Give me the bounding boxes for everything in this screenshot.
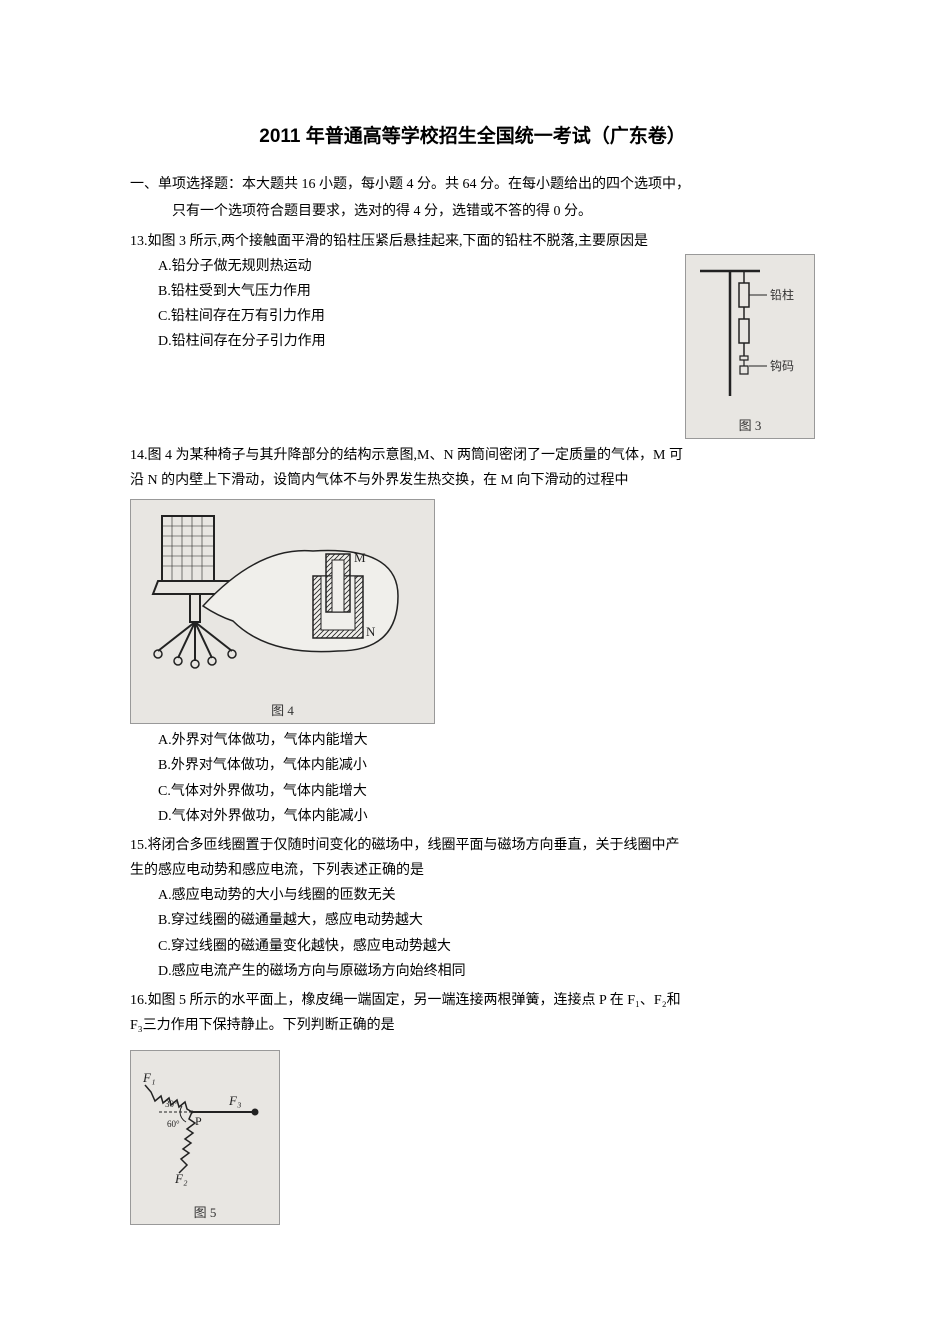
q15-option-a: A.感应电动势的大小与线圈的匝数无关 xyxy=(130,883,815,908)
figure-3: 铅柱 钩码 图 3 xyxy=(685,254,815,439)
figure-3-svg: 铅柱 钩码 xyxy=(692,261,810,401)
q14-option-b: B.外界对气体做功，气体内能减小 xyxy=(130,753,815,778)
question-16: 16.如图 5 所示的水平面上，橡皮绳一端固定，另一端连接两根弹簧，连接点 P … xyxy=(130,988,815,1229)
fig5-label-f2: F₂ xyxy=(174,1171,188,1186)
fig5-label-f3: F₃ xyxy=(228,1093,241,1108)
fig5-angle-30: 30° xyxy=(165,1099,178,1109)
figure-4-svg: M N xyxy=(138,506,428,686)
figure-5-svg: F₁ F₂ F₃ P 30° 60° xyxy=(137,1057,273,1187)
question-14: 14.图 4 为某种椅子与其升降部分的结构示意图,M、N 两筒间密闭了一定质量的… xyxy=(130,443,815,829)
section-instructions-line2: 只有一个选项符合题目要求，选对的得 4 分，选错或不答的得 0 分。 xyxy=(130,199,815,224)
q15-stem-line2: 生的感应电动势和感应电流，下列表述正确的是 xyxy=(130,858,815,883)
figure-4: M N 图 4 xyxy=(130,499,435,724)
q13-option-a: A.铅分子做无规则热运动 xyxy=(130,254,665,279)
q16-stem-line2: F₃三力作用下保持静止。下列判断正确的是 xyxy=(130,1013,815,1038)
q14-option-c: C.气体对外界做功，气体内能增大 xyxy=(130,779,815,804)
q13-option-d: D.铅柱间存在分子引力作用 xyxy=(130,329,665,354)
fig3-label-lead: 铅柱 xyxy=(770,287,794,302)
figure-4-caption: 图 4 xyxy=(137,699,428,722)
fig5-label-f1: F₁ xyxy=(142,1070,155,1085)
section-instructions-line1: 一、单项选择题：本大题共 16 小题，每小题 4 分。共 64 分。在每小题给出… xyxy=(130,172,815,197)
q13-option-b: B.铅柱受到大气压力作用 xyxy=(130,279,665,304)
q16-stem-line1: 16.如图 5 所示的水平面上，橡皮绳一端固定，另一端连接两根弹簧，连接点 P … xyxy=(130,988,815,1013)
figure-5: F₁ F₂ F₃ P 30° 60° 图 5 xyxy=(130,1050,280,1225)
exam-title: 2011 年普通高等学校招生全国统一考试（广东卷） xyxy=(130,120,815,154)
q15-option-c: C.穿过线圈的磁通量变化越快，感应电动势越大 xyxy=(130,934,815,959)
q13-option-c: C.铅柱间存在万有引力作用 xyxy=(130,304,665,329)
q14-stem-line1: 14.图 4 为某种椅子与其升降部分的结构示意图,M、N 两筒间密闭了一定质量的… xyxy=(130,443,815,468)
fig5-angle-60: 60° xyxy=(167,1119,180,1129)
q14-stem-line2: 沿 N 的内壁上下滑动，设筒内气体不与外界发生热交换，在 M 向下滑动的过程中 xyxy=(130,468,815,493)
figure-3-caption: 图 3 xyxy=(692,414,808,437)
fig4-label-n: N xyxy=(366,624,376,639)
q15-option-b: B.穿过线圈的磁通量越大，感应电动势越大 xyxy=(130,908,815,933)
fig3-label-weight: 钩码 xyxy=(770,359,794,373)
q14-option-a: A.外界对气体做功，气体内能增大 xyxy=(130,728,815,753)
question-15: 15.将闭合多匝线圈置于仅随时间变化的磁场中，线圈平面与磁场方向垂直，关于线圈中… xyxy=(130,833,815,984)
q15-stem-line1: 15.将闭合多匝线圈置于仅随时间变化的磁场中，线圈平面与磁场方向垂直，关于线圈中… xyxy=(130,833,815,858)
figure-5-caption: 图 5 xyxy=(137,1201,273,1224)
question-13: 13.如图 3 所示,两个接触面平滑的铅柱压紧后悬挂起来,下面的铅柱不脱落,主要… xyxy=(130,229,815,439)
q13-stem: 13.如图 3 所示,两个接触面平滑的铅柱压紧后悬挂起来,下面的铅柱不脱落,主要… xyxy=(130,229,815,254)
q14-option-d: D.气体对外界做功，气体内能减小 xyxy=(130,804,815,829)
q15-option-d: D.感应电流产生的磁场方向与原磁场方向始终相同 xyxy=(130,959,815,984)
fig4-label-m: M xyxy=(354,550,366,565)
fig5-label-p: P xyxy=(195,1114,202,1128)
